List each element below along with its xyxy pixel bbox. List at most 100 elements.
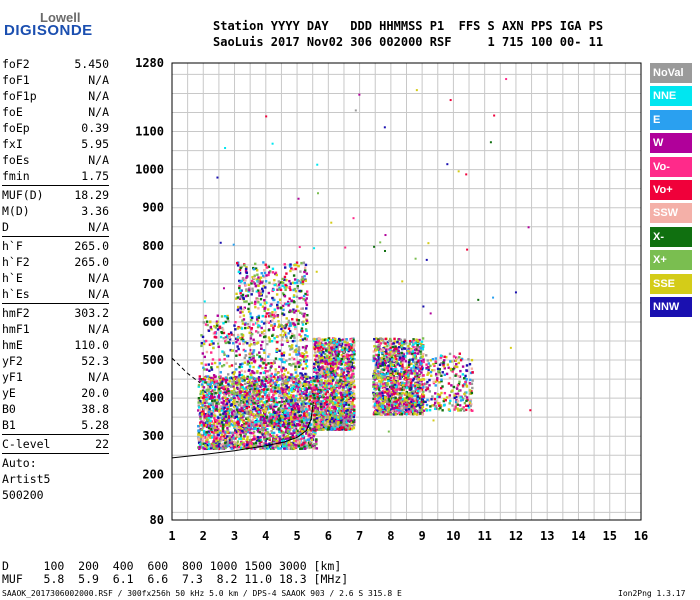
echo-point (269, 406, 272, 409)
echo-point (314, 421, 318, 424)
echo-point (228, 436, 231, 439)
echo-point (316, 360, 320, 364)
echo-point (287, 416, 290, 420)
echo-point (303, 387, 306, 390)
echo-point (280, 343, 284, 346)
echo-point (313, 347, 316, 351)
echo-point (202, 447, 205, 450)
echo-point (260, 331, 264, 334)
parameter-name: yE (2, 386, 16, 400)
echo-point (259, 344, 263, 347)
parameter-row: B1 5.28 (2, 417, 109, 433)
echo-point (260, 424, 264, 428)
echo-point (304, 441, 307, 445)
echo-point (305, 426, 308, 430)
echo-point (318, 344, 321, 348)
parameter-name: yF2 (2, 354, 23, 368)
echo-point (305, 307, 308, 310)
echo-point (313, 423, 316, 426)
auto-line: Auto: (2, 455, 109, 471)
echo-point (310, 409, 313, 413)
echo-point (258, 442, 261, 445)
echo-point (221, 429, 225, 433)
echo-point (200, 424, 203, 427)
echo-point (324, 382, 328, 386)
echo-point (232, 395, 235, 398)
echo-point (301, 408, 304, 411)
echo-point (242, 437, 245, 441)
echo-point (306, 313, 309, 317)
echo-point (325, 343, 329, 346)
echo-point (224, 399, 228, 403)
echo-point (235, 297, 238, 300)
echo-point (270, 418, 273, 421)
echo-point (273, 438, 276, 441)
echo-point (257, 385, 260, 389)
echo-point (305, 397, 308, 400)
echo-point (288, 353, 291, 356)
echo-point (235, 445, 238, 449)
echo-point (256, 430, 260, 433)
echo-point (300, 387, 303, 390)
echo-point (264, 446, 268, 449)
echo-point (342, 376, 346, 379)
echo-point (297, 264, 300, 268)
echo-point (252, 357, 255, 360)
echo-point (339, 342, 342, 346)
parameter-name: fmin (2, 169, 30, 183)
echo-point (283, 295, 287, 298)
echo-point (293, 413, 297, 416)
echo-point (348, 409, 351, 412)
echo-point (261, 314, 264, 318)
echo-point (248, 422, 251, 426)
echo-point (226, 443, 229, 446)
echo-point (294, 402, 297, 405)
parameter-row: M(D) 3.36 (2, 203, 109, 219)
echo-point (266, 375, 270, 379)
echo-point (283, 447, 286, 450)
echo-point (240, 418, 243, 422)
echo-point (212, 378, 216, 381)
echo-point (331, 389, 334, 393)
echo-point (244, 349, 247, 353)
echo-point (237, 391, 240, 394)
echo-point (231, 380, 234, 383)
echo-point (311, 400, 314, 404)
echo-point (306, 428, 310, 432)
echo-point (270, 413, 274, 416)
echo-point (197, 429, 200, 432)
echo-point (334, 424, 337, 427)
echo-point (308, 392, 311, 395)
echo-point (266, 342, 269, 346)
echo-point (269, 404, 272, 407)
echo-point (345, 394, 349, 397)
echo-point (212, 440, 215, 443)
echo-point (327, 426, 330, 429)
echo-point (264, 407, 268, 411)
echo-point (353, 408, 356, 412)
echo-point (282, 313, 286, 316)
echo-point (325, 360, 328, 363)
echo-point (280, 358, 283, 362)
echo-point (245, 271, 249, 274)
echo-point (288, 396, 292, 400)
echo-point (261, 382, 264, 386)
echo-point (349, 396, 352, 400)
echo-point (293, 339, 296, 343)
echo-point (232, 437, 235, 440)
echo-point (243, 387, 246, 390)
echo-point (333, 402, 336, 406)
echo-point (289, 363, 292, 366)
echo-point (282, 367, 285, 370)
echo-point (235, 432, 239, 435)
echo-point (284, 326, 287, 329)
echo-point (236, 396, 240, 399)
echo-point (334, 412, 337, 415)
echo-point (245, 294, 248, 298)
echo-point (275, 293, 279, 296)
echo-point (339, 384, 342, 388)
echo-point (282, 416, 286, 419)
echo-point (340, 362, 343, 366)
echo-point (315, 384, 318, 387)
echo-point (281, 410, 285, 414)
